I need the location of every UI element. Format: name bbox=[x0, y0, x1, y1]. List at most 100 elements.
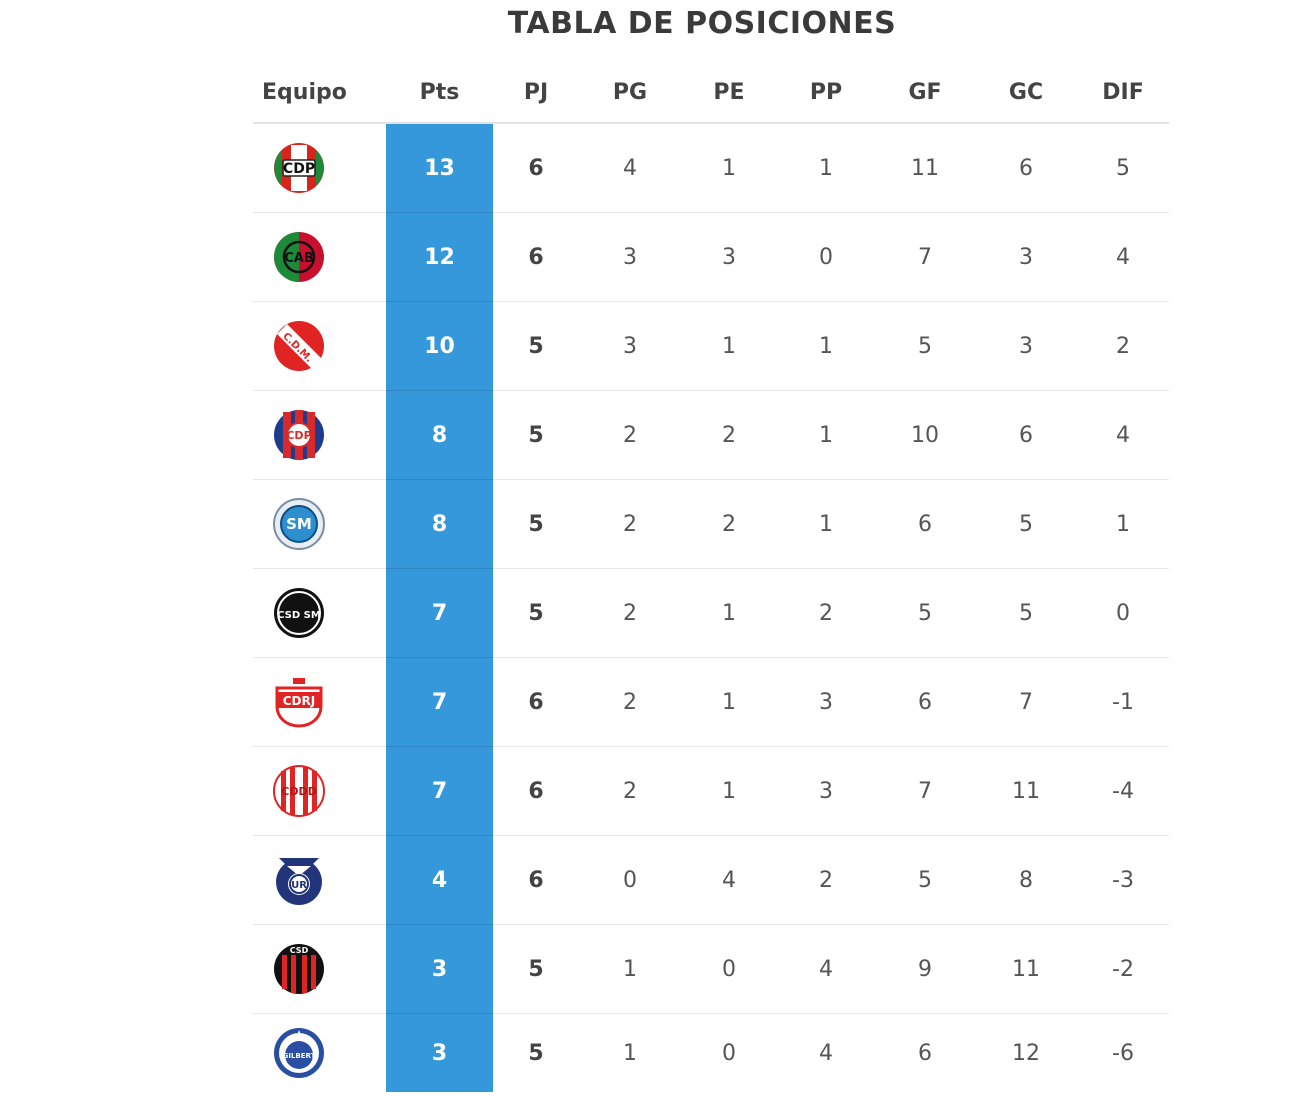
goals-against-cell: 5 bbox=[975, 479, 1077, 569]
crest-lettering: CDDD bbox=[281, 785, 316, 798]
table-row[interactable]: CSD SM 7 5 2 1 2 5 5 0 bbox=[253, 568, 1169, 658]
header-played[interactable]: PJ bbox=[493, 62, 579, 124]
lost-cell: 4 bbox=[819, 1040, 833, 1066]
goal-difference-cell: 4 bbox=[1077, 212, 1169, 302]
played-cell: 6 bbox=[493, 835, 579, 925]
lost-cell: 3 bbox=[777, 746, 875, 836]
won-cell: 3 bbox=[579, 212, 681, 302]
ur-crest-icon: UR bbox=[276, 858, 322, 905]
csd-crest-icon: CSD bbox=[274, 944, 324, 994]
goals-for-cell: 9 bbox=[875, 924, 975, 1014]
header-lost[interactable]: PP bbox=[777, 62, 875, 124]
header-team[interactable]: Equipo bbox=[253, 62, 386, 124]
table-row[interactable]: CDP 8 5 2 2 1 10 6 4 bbox=[253, 390, 1169, 480]
header-goal-difference[interactable]: DIF bbox=[1077, 62, 1169, 124]
drawn-cell: 0 bbox=[681, 924, 777, 1014]
team-cell[interactable]: CDP bbox=[253, 123, 386, 213]
played-cell: 6 bbox=[493, 123, 579, 213]
goals-against-cell: 6 bbox=[975, 390, 1077, 480]
table-row[interactable]: CDRJ 7 6 2 1 3 6 7 -1 bbox=[253, 657, 1169, 747]
points-cell: 10 bbox=[386, 301, 493, 391]
played-cell: 6 bbox=[493, 212, 579, 302]
team-cell[interactable]: CDP bbox=[253, 390, 386, 480]
page-title: TABLA DE POSICIONES bbox=[507, 6, 897, 41]
goals-for-cell: 7 bbox=[875, 746, 975, 836]
played-cell: 6 bbox=[493, 657, 579, 747]
table-row[interactable]: C.D.M. 10 5 3 1 1 5 3 2 bbox=[253, 301, 1169, 391]
points-cell: 7 bbox=[386, 568, 493, 658]
header-points[interactable]: Pts bbox=[386, 62, 493, 124]
cdrj-crest-icon: CDRJ bbox=[275, 678, 323, 728]
team-cell[interactable]: CSD bbox=[253, 924, 386, 1014]
goal-difference-cell: -4 bbox=[1077, 746, 1169, 836]
points-cell: 3 bbox=[386, 1013, 493, 1092]
table-row[interactable]: CSD 3 5 1 0 4 9 11 -2 bbox=[253, 924, 1169, 1014]
table-row[interactable]: CDDD 7 6 2 1 3 7 11 -4 bbox=[253, 746, 1169, 836]
header-goals-for[interactable]: GF bbox=[875, 62, 975, 124]
team-cell[interactable]: C.D.M. bbox=[253, 301, 386, 391]
team-cell[interactable]: SM bbox=[253, 479, 386, 569]
team-cell[interactable]: UR bbox=[253, 835, 386, 925]
goals-for-cell: 5 bbox=[875, 835, 975, 925]
goals-against-cell: 6 bbox=[975, 123, 1077, 213]
lost-cell: 3 bbox=[777, 657, 875, 747]
goal-difference-cell: -6 bbox=[1112, 1040, 1134, 1066]
goal-difference-cell: -1 bbox=[1077, 657, 1169, 747]
won-cell: 1 bbox=[623, 1040, 637, 1066]
crest-lettering: CDRJ bbox=[283, 694, 315, 708]
played-cell: 5 bbox=[493, 479, 579, 569]
goal-difference-cell: 2 bbox=[1077, 301, 1169, 391]
points-cell: 7 bbox=[386, 746, 493, 836]
drawn-cell: 1 bbox=[681, 123, 777, 213]
team-cell[interactable]: CDRJ bbox=[253, 657, 386, 747]
standings-table: Equipo Pts PJ PG PE PP GF GC DIF CDP 13 6 4… bbox=[253, 62, 1169, 1092]
won-cell: 0 bbox=[579, 835, 681, 925]
points-cell: 8 bbox=[386, 479, 493, 569]
gilbert-crest-icon: GILBERT bbox=[274, 1028, 324, 1078]
header-won[interactable]: PG bbox=[579, 62, 681, 124]
points-cell: 13 bbox=[386, 123, 493, 213]
won-cell: 2 bbox=[579, 657, 681, 747]
table-row[interactable]: UR 4 6 0 4 2 5 8 -3 bbox=[253, 835, 1169, 925]
lost-cell: 1 bbox=[777, 390, 875, 480]
cdp2-crest-icon: CDP bbox=[274, 410, 324, 460]
csdsm-crest-icon: CSD SM bbox=[274, 588, 324, 638]
goal-difference-cell: 0 bbox=[1077, 568, 1169, 658]
team-cell[interactable]: CDDD bbox=[253, 746, 386, 836]
crest-lettering: SM bbox=[286, 515, 312, 533]
table-row[interactable]: GILBERT 3 5 1 0 4 6 12 -6 bbox=[253, 1013, 1169, 1093]
lost-cell: 1 bbox=[777, 123, 875, 213]
goals-for-cell: 5 bbox=[875, 568, 975, 658]
table-row[interactable]: CDP 13 6 4 1 1 11 6 5 bbox=[253, 123, 1169, 213]
cdp-crest-icon: CDP bbox=[274, 143, 324, 193]
header-drawn[interactable]: PE bbox=[681, 62, 777, 124]
lost-cell: 2 bbox=[777, 568, 875, 658]
crest-lettering: GILBERT bbox=[283, 1052, 316, 1060]
won-cell: 2 bbox=[579, 746, 681, 836]
played-cell: 5 bbox=[528, 1040, 544, 1066]
table-row[interactable]: SM 8 5 2 2 1 6 5 1 bbox=[253, 479, 1169, 569]
goals-for-cell: 6 bbox=[875, 657, 975, 747]
cddd-crest-icon: CDDD bbox=[273, 765, 325, 817]
goal-difference-cell: -3 bbox=[1077, 835, 1169, 925]
drawn-cell: 1 bbox=[681, 657, 777, 747]
goals-against-cell: 3 bbox=[975, 301, 1077, 391]
won-cell: 3 bbox=[579, 301, 681, 391]
crest-lettering: CSD SM bbox=[277, 610, 321, 621]
played-cell: 6 bbox=[493, 746, 579, 836]
table-row[interactable]: CAB 12 6 3 3 0 7 3 4 bbox=[253, 212, 1169, 302]
goals-for-cell: 10 bbox=[875, 390, 975, 480]
header-goals-against[interactable]: GC bbox=[975, 62, 1077, 124]
goals-against-cell: 7 bbox=[975, 657, 1077, 747]
crest-lettering: CSD bbox=[290, 946, 309, 955]
drawn-cell: 0 bbox=[722, 1040, 736, 1066]
drawn-cell: 1 bbox=[681, 746, 777, 836]
lost-cell: 0 bbox=[777, 212, 875, 302]
team-cell[interactable]: GILBERT bbox=[253, 1014, 386, 1093]
drawn-cell: 2 bbox=[681, 390, 777, 480]
goals-against-cell: 5 bbox=[975, 568, 1077, 658]
goals-against-cell: 11 bbox=[975, 746, 1077, 836]
team-cell[interactable]: CAB bbox=[253, 212, 386, 302]
goals-for-cell: 7 bbox=[875, 212, 975, 302]
team-cell[interactable]: CSD SM bbox=[253, 568, 386, 658]
